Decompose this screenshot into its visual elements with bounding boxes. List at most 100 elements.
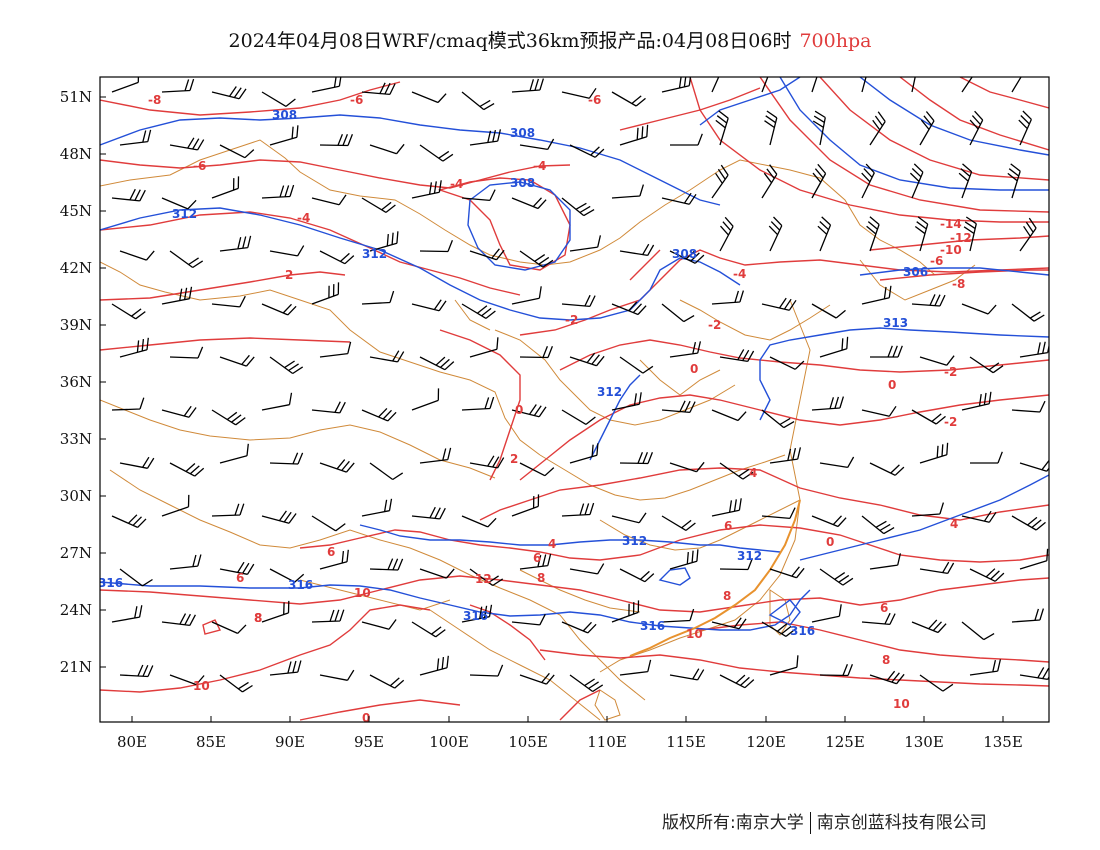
wind-barb <box>219 674 253 693</box>
wind-barb <box>361 82 396 96</box>
temp-label: -8 <box>148 93 161 107</box>
wind-barb <box>461 515 497 528</box>
wind-barb <box>919 111 935 146</box>
height-label: 312 <box>622 534 647 548</box>
temp-label: 6 <box>880 601 888 615</box>
wind-barb <box>269 356 304 375</box>
lat-label: 33N <box>60 430 92 448</box>
height-label: 316 <box>98 576 123 590</box>
temp-label: -6 <box>588 93 601 107</box>
wind-barb <box>319 669 355 681</box>
wind-barb <box>669 341 702 358</box>
wind-barb <box>711 617 747 630</box>
wind-barb <box>661 303 695 323</box>
wind-barb <box>511 78 545 93</box>
temp-label: -2 <box>565 313 578 327</box>
wind-barb <box>169 554 202 570</box>
height-label: 316 <box>640 619 665 633</box>
height-label: 316 <box>463 609 488 623</box>
wind-barb <box>469 129 502 146</box>
wind-barb <box>619 243 655 257</box>
plot-area <box>100 77 1049 722</box>
wind-barb <box>769 566 805 579</box>
wind-barb <box>361 197 396 213</box>
wind-barb <box>969 110 984 146</box>
wind-barb <box>719 558 754 571</box>
wind-barb <box>661 608 695 623</box>
wind-barb <box>111 77 140 93</box>
wind-barb <box>819 336 849 358</box>
wind-barb <box>361 498 393 517</box>
height-contours <box>100 77 1049 631</box>
height-label: 308 <box>510 126 535 140</box>
temp-label: 6 <box>724 519 732 533</box>
temp-label: 0 <box>690 362 698 376</box>
wind-barb <box>1007 163 1021 199</box>
wind-barb <box>319 341 352 358</box>
temp-label: 10 <box>893 697 910 711</box>
wind-barb <box>819 568 854 586</box>
temp-label: -6 <box>930 254 943 268</box>
wind-barb <box>119 337 149 358</box>
wind-barb <box>661 515 696 531</box>
wind-barb <box>211 409 246 426</box>
wind-barb <box>764 110 778 146</box>
wind-barb <box>869 670 905 685</box>
height-label: 308 <box>672 247 697 261</box>
temp-label: 8 <box>723 589 731 603</box>
lon-ticks <box>131 716 1004 722</box>
temp-label: 8 <box>254 611 262 625</box>
lat-ticks <box>100 96 106 668</box>
temp-label: 8 <box>537 571 545 585</box>
wind-barb <box>511 404 547 418</box>
wind-barb <box>161 494 190 517</box>
wind-barb <box>211 86 247 100</box>
wind-barb <box>269 568 305 583</box>
wind-barb <box>461 303 496 319</box>
wind-barb <box>919 355 955 366</box>
lat-label: 24N <box>60 601 92 619</box>
wind-barb <box>419 655 449 676</box>
temp-label: -10 <box>940 243 962 257</box>
wind-barb <box>911 294 946 307</box>
height-label: 316 <box>790 624 815 638</box>
wind-barb <box>819 664 854 677</box>
temp-label: -4 <box>297 211 310 225</box>
temp-label: 10 <box>193 679 210 693</box>
wind-barb <box>419 568 455 579</box>
title-text: 2024年04月08日WRF/cmaq模式36km预报产品:04月08日06时 <box>228 30 792 52</box>
wind-barb <box>419 144 454 162</box>
temp-label: -12 <box>950 231 972 245</box>
height-label: 312 <box>172 207 197 221</box>
wind-barb <box>1011 515 1046 531</box>
wind-barb <box>161 78 195 93</box>
wind-barb <box>161 405 197 418</box>
wind-barb <box>961 77 973 93</box>
wind-barb <box>761 297 797 311</box>
wind-barb <box>169 674 205 686</box>
wind-barb <box>511 494 540 517</box>
wind-barb <box>1019 217 1037 252</box>
wind-barb <box>461 396 495 411</box>
wind-barb <box>511 613 546 626</box>
wind-barb <box>361 290 395 305</box>
wind-barb <box>461 189 496 202</box>
wind-barb <box>561 87 597 99</box>
lon-label: 105E <box>508 733 548 751</box>
wind-barb <box>111 514 147 528</box>
wind-barb <box>811 604 842 623</box>
wind-barb <box>711 290 745 305</box>
wind-barb <box>311 609 345 623</box>
wind-barb <box>119 129 152 146</box>
wind-barb <box>569 144 605 158</box>
wind-barb <box>261 510 297 524</box>
wind-barb <box>261 600 290 623</box>
wind-barb <box>958 163 973 199</box>
wind-barb <box>519 346 554 359</box>
wind-barb <box>169 462 205 477</box>
wind-barb <box>469 337 499 358</box>
wind-barb <box>861 612 896 626</box>
wind-barb <box>1011 608 1045 623</box>
lon-label: 130E <box>904 733 944 751</box>
wind-barb <box>311 282 340 305</box>
